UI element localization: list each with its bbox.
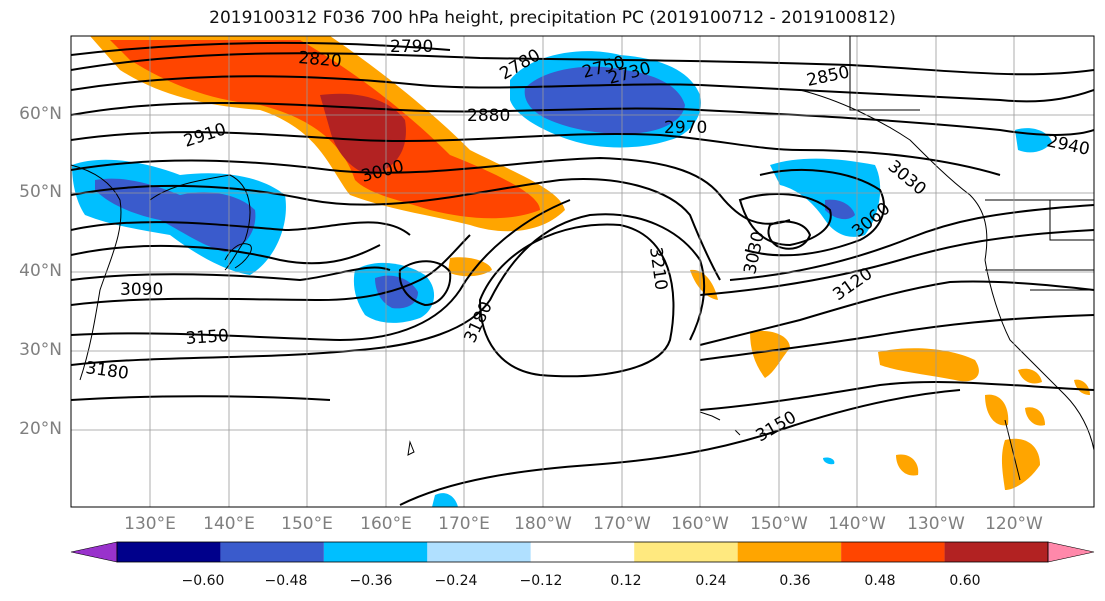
lon-label: 140°E xyxy=(203,514,255,534)
lon-label: 150°W xyxy=(750,514,808,534)
contour-label: 3090 xyxy=(120,280,163,300)
lat-label: 40°N xyxy=(19,261,62,281)
colorbar-extend-min xyxy=(70,541,118,563)
colorbar-segment xyxy=(841,542,945,562)
height-contours xyxy=(71,42,1094,506)
colorbar-tick-label: 0.60 xyxy=(949,573,981,589)
lon-label: 120°W xyxy=(985,514,1043,534)
colorbar-tick-label: −0.36 xyxy=(349,573,393,589)
contour-label: 3150 xyxy=(185,326,230,349)
contour-label: 2970 xyxy=(664,118,707,138)
colorbar-tick-label: −0.48 xyxy=(264,573,308,589)
colorbar-tick-label: 0.48 xyxy=(864,573,896,589)
lon-label: 180°W xyxy=(514,514,572,534)
lat-label: 50°N xyxy=(19,182,62,202)
lon-label: 170°E xyxy=(438,514,490,534)
colorbar-frame xyxy=(116,541,1049,563)
precip-negative-band xyxy=(72,51,1052,507)
colorbar-segment xyxy=(427,542,531,562)
colorbar-tick-label: 0.24 xyxy=(695,573,727,589)
colorbar-segment xyxy=(944,542,1048,562)
lon-label: 130°W xyxy=(907,514,965,534)
colorbar-segment xyxy=(117,542,221,562)
colorbar-tick-label: 0.36 xyxy=(779,573,811,589)
colorbar xyxy=(70,541,1095,563)
colorbar-segment xyxy=(323,542,428,562)
contour-label: 2820 xyxy=(298,48,343,72)
lat-label: 30°N xyxy=(19,340,62,360)
colorbar-extend-max xyxy=(1047,541,1095,563)
colorbar-segment xyxy=(220,542,324,562)
lon-label: 150°E xyxy=(281,514,333,534)
lon-label: 170°W xyxy=(593,514,651,534)
colorbar-tick-label: −0.24 xyxy=(434,573,478,589)
colorbar-tick-label: 0.12 xyxy=(610,573,642,589)
lon-label: 160°E xyxy=(360,514,412,534)
lon-label: 130°E xyxy=(124,514,176,534)
gridlines xyxy=(71,36,1094,507)
colorbar-segment xyxy=(530,542,635,562)
lon-label: 160°W xyxy=(671,514,729,534)
lat-label: 20°N xyxy=(19,419,62,439)
contour-label: 2880 xyxy=(467,106,510,126)
precip-positive-band xyxy=(90,36,1090,490)
lat-label: 60°N xyxy=(19,104,62,124)
colorbar-segment xyxy=(634,542,738,562)
colorbar-segment xyxy=(737,542,842,562)
colorbar-tick-label: −0.12 xyxy=(519,573,563,589)
contour-label: 2790 xyxy=(390,37,433,57)
lon-label: 140°W xyxy=(828,514,886,534)
colorbar-tick-label: −0.60 xyxy=(181,573,225,589)
map-frame xyxy=(70,35,1095,508)
map-title: 2019100312 F036 700 hPa height, precipit… xyxy=(209,8,896,28)
